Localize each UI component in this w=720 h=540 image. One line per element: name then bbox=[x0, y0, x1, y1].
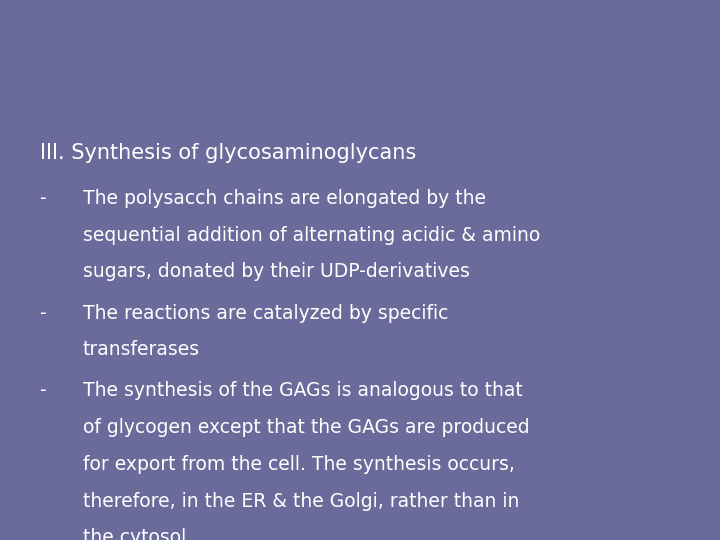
Text: therefore, in the ER & the Golgi, rather than in: therefore, in the ER & the Golgi, rather… bbox=[83, 491, 519, 511]
Text: The reactions are catalyzed by specific: The reactions are catalyzed by specific bbox=[83, 303, 448, 322]
Text: III. Synthesis of glycosaminoglycans: III. Synthesis of glycosaminoglycans bbox=[40, 143, 416, 163]
Text: The polysacch chains are elongated by the: The polysacch chains are elongated by th… bbox=[83, 189, 486, 208]
Text: sugars, donated by their UDP-derivatives: sugars, donated by their UDP-derivatives bbox=[83, 262, 469, 281]
Text: for export from the cell. The synthesis occurs,: for export from the cell. The synthesis … bbox=[83, 455, 515, 474]
Text: transferases: transferases bbox=[83, 340, 200, 359]
Text: of glycogen except that the GAGs are produced: of glycogen except that the GAGs are pro… bbox=[83, 418, 529, 437]
Text: The synthesis of the GAGs is analogous to that: The synthesis of the GAGs is analogous t… bbox=[83, 381, 523, 401]
Text: sequential addition of alternating acidic & amino: sequential addition of alternating acidi… bbox=[83, 226, 540, 245]
Text: the cytosol.: the cytosol. bbox=[83, 528, 192, 540]
Text: -: - bbox=[40, 189, 46, 208]
Text: -: - bbox=[40, 303, 46, 322]
Text: -: - bbox=[40, 381, 46, 401]
